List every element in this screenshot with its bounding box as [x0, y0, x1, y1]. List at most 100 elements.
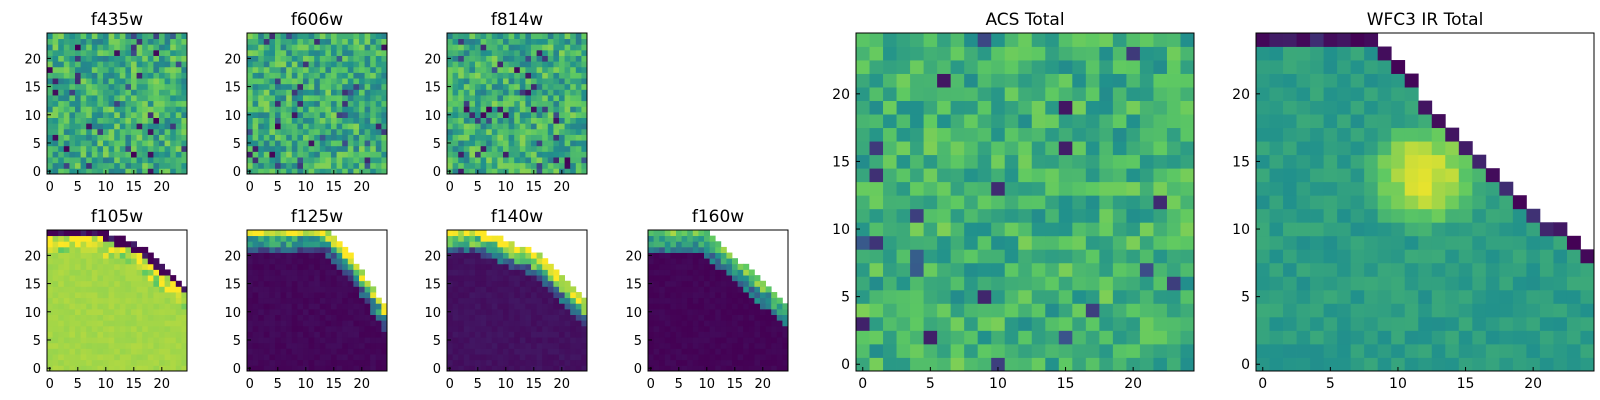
heatmap-cell — [1058, 303, 1073, 318]
heatmap-cell — [1472, 330, 1487, 345]
heatmap-cell — [125, 297, 132, 304]
heatmap-cell — [69, 275, 76, 282]
heatmap-cell — [536, 151, 543, 158]
heatmap-cell — [575, 354, 582, 361]
heatmap-cell — [977, 235, 992, 250]
heatmap-cell — [1018, 303, 1033, 318]
heatmap-cell — [147, 331, 154, 338]
heatmap-cell — [508, 33, 515, 40]
heatmap-cell — [525, 308, 532, 315]
heatmap-cell — [923, 114, 938, 129]
heatmap-cell — [63, 66, 70, 73]
heatmap-cell — [923, 330, 938, 345]
heatmap-cell — [164, 123, 171, 130]
heatmap-cell — [1085, 249, 1100, 264]
heatmap-cell — [709, 252, 716, 259]
heatmap-cell — [297, 134, 304, 141]
heatmap-cell — [347, 72, 354, 79]
heatmap-cell — [508, 78, 515, 85]
heatmap-cell — [153, 157, 160, 164]
heatmap-cell — [964, 195, 979, 210]
heatmap-cell — [514, 89, 521, 96]
heatmap-cell — [336, 49, 343, 56]
heatmap-cell — [247, 303, 253, 310]
heatmap-cell — [883, 46, 897, 61]
heatmap-cell — [570, 38, 577, 45]
heatmap-cell — [491, 162, 498, 169]
heatmap-cell — [676, 331, 682, 338]
heatmap-cell — [1283, 289, 1297, 304]
heatmap-cell — [1445, 316, 1460, 331]
heatmap-cell — [263, 320, 270, 327]
heatmap-cell — [469, 275, 476, 282]
heatmap-cell — [153, 38, 160, 45]
heatmap-cell — [175, 359, 182, 366]
heatmap-cell — [86, 292, 93, 299]
heatmap-cell — [765, 325, 772, 332]
heatmap-cell — [559, 286, 565, 293]
heatmap-cell — [286, 72, 293, 79]
heatmap-cell — [342, 275, 349, 282]
heatmap-cell — [709, 331, 716, 338]
heatmap-cell — [1099, 141, 1114, 156]
heatmap-cell — [1072, 316, 1087, 331]
heatmap-cell — [331, 89, 337, 96]
heatmap-cell — [275, 348, 281, 355]
heatmap-cell — [514, 320, 521, 327]
heatmap-cell — [263, 342, 270, 349]
heatmap-cell — [491, 252, 498, 259]
heatmap-cell — [336, 292, 343, 299]
heatmap-cell — [531, 314, 537, 321]
heatmap-cell — [319, 314, 326, 321]
heatmap-cell — [142, 359, 149, 366]
heatmap-cell — [164, 134, 171, 141]
heatmap-cell — [331, 263, 337, 270]
heatmap-cell — [153, 89, 160, 96]
heatmap-cell — [142, 348, 149, 355]
heatmap-cell — [159, 325, 165, 332]
heatmap-cell — [1153, 33, 1168, 47]
heatmap-cell — [475, 337, 481, 344]
heatmap-cell — [125, 286, 132, 293]
heatmap-cell — [570, 297, 577, 304]
heatmap-cell — [687, 269, 694, 276]
heatmap-cell — [776, 337, 783, 344]
heatmap-cell — [86, 128, 93, 135]
heatmap-cell — [347, 292, 354, 299]
heatmap-cell — [297, 331, 304, 338]
heatmap-cell — [263, 258, 270, 265]
heatmap-cell — [896, 100, 911, 115]
heatmap-cell — [664, 275, 671, 282]
heatmap-cell — [353, 151, 360, 158]
heatmap-cell — [475, 252, 481, 259]
heatmap-cell — [280, 365, 287, 372]
heatmap-cell — [765, 320, 772, 327]
heatmap-cell — [531, 44, 537, 51]
heatmap-cell — [159, 111, 165, 118]
heatmap-cell — [883, 249, 897, 264]
heatmap-cell — [508, 49, 515, 56]
heatmap-cell — [458, 252, 465, 259]
heatmap-cell — [125, 157, 132, 164]
heatmap-cell — [681, 252, 688, 259]
heatmap-cell — [497, 111, 504, 118]
heatmap-cell — [47, 145, 53, 152]
heatmap-cell — [336, 246, 343, 253]
heatmap-cell — [86, 297, 93, 304]
heatmap-cell — [480, 297, 487, 304]
heatmap-cell — [964, 168, 979, 183]
heatmap-cell — [375, 61, 382, 68]
heatmap-cell — [1566, 316, 1581, 331]
heatmap-cell — [581, 348, 588, 355]
heatmap-cell — [303, 252, 309, 259]
heatmap-cell — [964, 154, 979, 169]
heatmap-cell — [375, 314, 382, 321]
heatmap-cell — [291, 258, 298, 265]
heatmap-cell — [325, 252, 332, 259]
heatmap-cell — [1126, 33, 1141, 47]
heatmap-cell — [297, 359, 304, 366]
heatmap-cell — [1045, 303, 1060, 318]
heatmap-cell — [664, 230, 671, 237]
heatmap-cell — [1112, 141, 1127, 156]
heatmap-cell — [142, 320, 149, 327]
